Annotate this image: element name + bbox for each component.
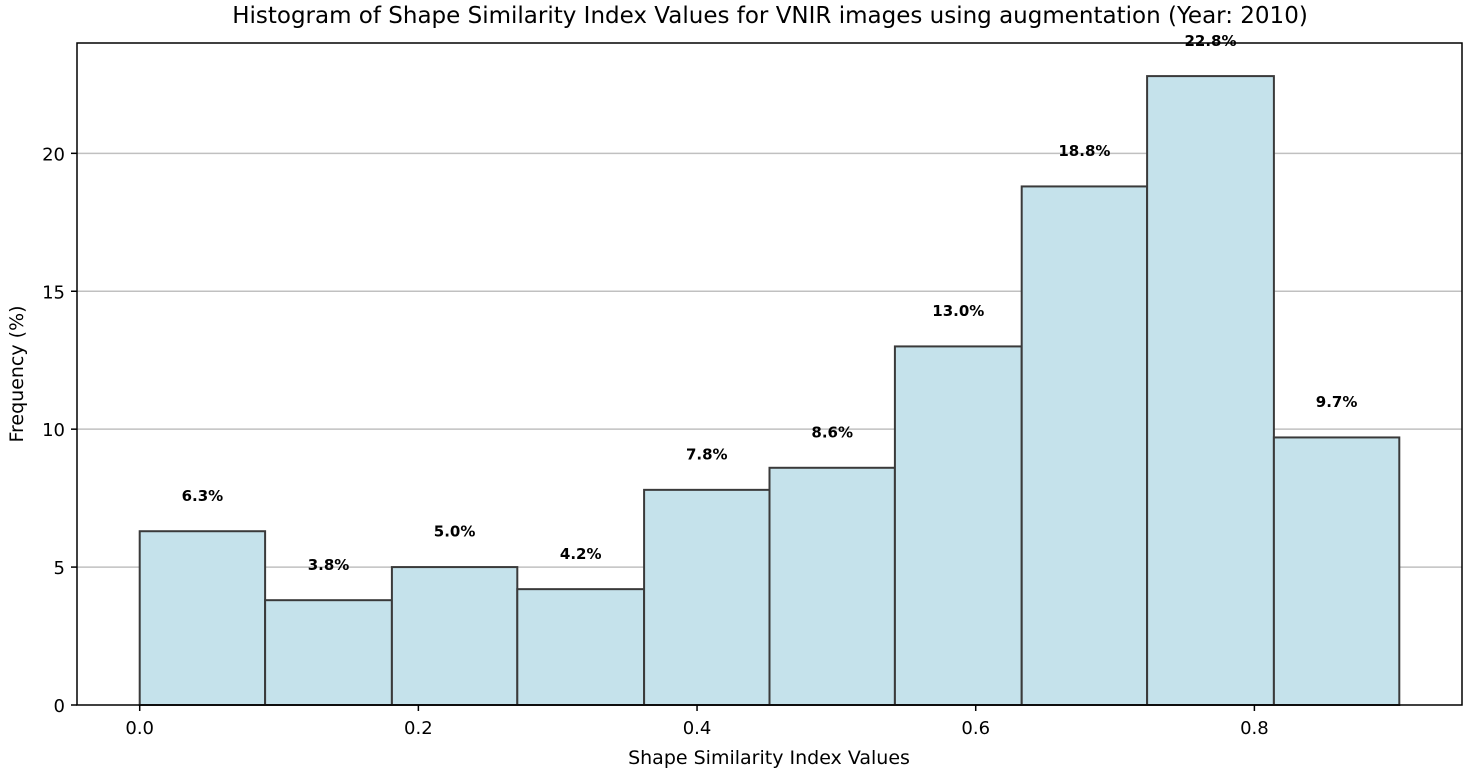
y-tick-label-15: 15 <box>42 282 65 303</box>
bar-value-label-2: 3.8% <box>308 556 350 574</box>
bar-value-label-4: 4.2% <box>560 545 602 563</box>
histogram-bar-6 <box>768 466 896 706</box>
y-axis-ticks: 0 5 10 15 20 <box>42 144 77 717</box>
histogram-bar-4 <box>516 588 646 707</box>
y-tick-label-10: 10 <box>42 420 65 441</box>
x-axis-label: Shape Similarity Index Values <box>628 747 910 769</box>
y-tick-label-20: 20 <box>42 144 65 165</box>
histogram-bar-9 <box>1146 75 1275 707</box>
bar-value-label-10: 9.7% <box>1316 393 1358 411</box>
histogram-bar-7 <box>893 345 1023 706</box>
histogram-bar-8 <box>1020 185 1149 706</box>
chart-title: Histogram of Shape Similarity Index Valu… <box>232 3 1308 29</box>
data-labels-layer: 6.3% 3.8% 5.0% 4.2% 7.8% 8.6% 13.0% 18.8% 22.8% 9… <box>182 32 1358 574</box>
bars-layer <box>138 75 1401 707</box>
x-tick-label-0.8: 0.8 <box>1240 718 1269 739</box>
bar-value-label-3: 5.0% <box>434 523 476 541</box>
bar-value-label-7: 13.0% <box>932 302 984 320</box>
x-tick-label-0.2: 0.2 <box>404 718 433 739</box>
histogram-bar-3 <box>390 566 519 706</box>
bar-value-label-5: 7.8% <box>686 446 728 464</box>
x-tick-label-0.6: 0.6 <box>961 718 990 739</box>
y-axis-label: Frequency (%) <box>6 305 28 442</box>
bar-value-label-6: 8.6% <box>811 423 853 441</box>
bar-value-label-8: 18.8% <box>1058 142 1110 160</box>
plot-frame <box>76 42 1463 706</box>
x-axis-ticks: 0.0 0.2 0.4 0.6 0.8 <box>125 705 1269 739</box>
bar-value-label-1: 6.3% <box>182 487 224 505</box>
histogram-bar-5 <box>643 488 771 706</box>
histogram-bar-10 <box>1272 436 1401 706</box>
bar-value-label-9: 22.8% <box>1184 32 1236 50</box>
histogram-bar-2 <box>264 599 393 707</box>
y-tick-label-0: 0 <box>54 696 65 717</box>
histogram-bar-1 <box>138 530 267 706</box>
x-tick-label-0.4: 0.4 <box>683 718 712 739</box>
y-tick-label-5: 5 <box>54 558 65 579</box>
x-tick-label-0.0: 0.0 <box>125 718 154 739</box>
